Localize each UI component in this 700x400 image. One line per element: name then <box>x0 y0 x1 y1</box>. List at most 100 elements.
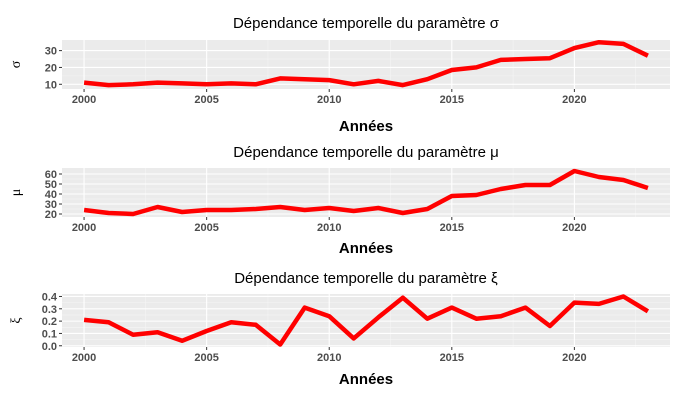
data-point <box>131 332 135 336</box>
data-point <box>548 183 552 187</box>
panel-3: 2000 2005 2010 2015 2020 0.00.10.20.30.4 Dépen… <box>9 270 670 388</box>
data-point <box>229 208 233 212</box>
data-point <box>499 58 503 62</box>
data-point <box>180 339 184 343</box>
data-point <box>82 208 86 212</box>
data-point <box>646 53 650 57</box>
data-point <box>229 320 233 324</box>
y-axis-label: ξ <box>9 317 24 323</box>
y-tick-label: 0.0 <box>42 341 57 353</box>
data-point <box>646 186 650 190</box>
data-point <box>548 56 552 60</box>
data-point <box>278 205 282 209</box>
data-point <box>327 206 331 210</box>
data-point <box>621 294 625 298</box>
data-point <box>376 315 380 319</box>
data-point <box>597 175 601 179</box>
y-tick-label: 60 <box>45 169 57 181</box>
data-point <box>548 324 552 328</box>
panel-2: 2000 2005 2010 2015 20202030405060Dépendance… <box>9 144 670 257</box>
x-tick-label: 2000 <box>72 222 96 234</box>
data-point <box>155 205 159 209</box>
data-point <box>499 187 503 191</box>
data-point <box>597 302 601 306</box>
data-point <box>425 77 429 81</box>
data-point <box>621 42 625 46</box>
x-tick-label: 2010 <box>317 94 341 106</box>
data-point <box>303 305 307 309</box>
data-point <box>572 169 576 173</box>
x-tick-label: 2015 <box>440 352 464 364</box>
y-tick-label: 30 <box>45 199 57 211</box>
x-axis-label: Années <box>339 371 393 388</box>
data-point <box>474 193 478 197</box>
data-point <box>352 336 356 340</box>
series-line <box>83 168 649 217</box>
x-tick-label: 2000 <box>72 94 96 106</box>
data-point <box>229 81 233 85</box>
x-tick-label: 2005 <box>194 94 218 106</box>
data-point <box>106 83 110 87</box>
data-point <box>597 40 601 44</box>
data-point <box>253 207 257 211</box>
data-point <box>155 80 159 84</box>
y-tick-label: 20 <box>45 62 57 74</box>
x-tick-label: 2020 <box>562 222 586 234</box>
data-point <box>204 329 208 333</box>
data-point <box>621 178 625 182</box>
data-point <box>425 316 429 320</box>
data-point <box>401 295 405 299</box>
data-point <box>180 210 184 214</box>
x-tick-label: 2015 <box>440 222 464 234</box>
chart-title: Dépendance temporelle du paramètre ξ <box>234 270 498 287</box>
y-tick-label: 0.4 <box>42 291 58 303</box>
data-point <box>106 320 110 324</box>
data-point <box>523 305 527 309</box>
data-point <box>425 207 429 211</box>
data-point <box>303 77 307 81</box>
data-point <box>180 81 184 85</box>
x-tick-label: 2010 <box>317 222 341 234</box>
y-tick-label: 10 <box>45 79 57 91</box>
data-point <box>450 68 454 72</box>
data-point <box>278 342 282 346</box>
data-point <box>474 65 478 69</box>
chart-title: Dépendance temporelle du paramètre σ <box>233 15 500 32</box>
data-point <box>253 82 257 86</box>
data-point <box>352 209 356 213</box>
x-tick-label: 2020 <box>562 352 586 364</box>
data-point <box>106 211 110 215</box>
data-point <box>82 80 86 84</box>
data-point <box>523 57 527 61</box>
data-point <box>327 314 331 318</box>
data-point <box>278 76 282 80</box>
data-point <box>253 323 257 327</box>
panel-1: 2000 2005 2010 2015 2020 10 20 30 Dépendance tem… <box>9 15 670 135</box>
data-point <box>376 206 380 210</box>
data-point <box>131 82 135 86</box>
data-point <box>450 194 454 198</box>
x-tick-label: 2005 <box>194 352 218 364</box>
data-point <box>327 78 331 82</box>
data-point <box>450 305 454 309</box>
series-line <box>83 294 650 347</box>
data-point <box>204 82 208 86</box>
y-axis-label: μ <box>9 189 24 197</box>
x-tick-label: 2015 <box>440 94 464 106</box>
x-tick-label: 2000 <box>72 352 96 364</box>
x-tick-label: 2010 <box>317 352 341 364</box>
x-axis-label: Années <box>339 240 393 257</box>
y-axis-label: σ <box>9 60 24 68</box>
y-tick-label: 0.1 <box>42 328 57 340</box>
data-point <box>204 208 208 212</box>
y-tick-label: 20 <box>45 209 57 221</box>
data-point <box>499 314 503 318</box>
y-tick-label: 40 <box>45 189 57 201</box>
data-point <box>376 79 380 83</box>
x-tick-label: 2020 <box>562 94 586 106</box>
data-point <box>646 309 650 313</box>
y-tick-label: 30 <box>45 46 57 58</box>
data-point <box>401 83 405 87</box>
